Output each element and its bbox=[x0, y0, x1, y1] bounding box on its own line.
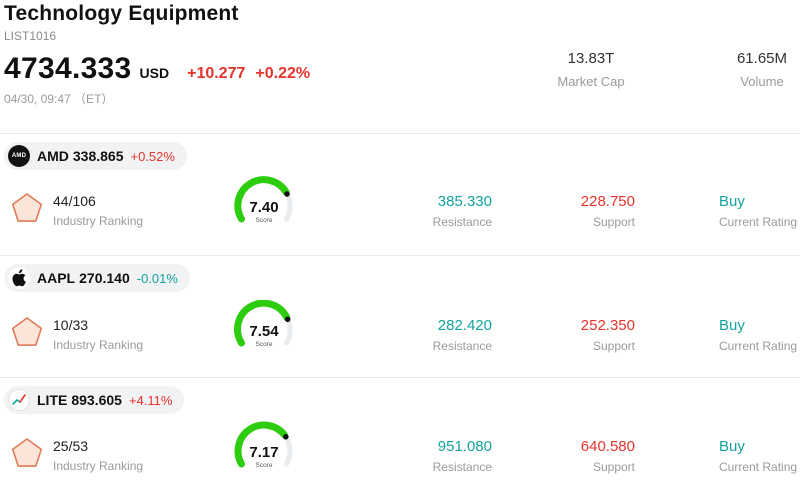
stock-change-percent: +0.52% bbox=[130, 148, 175, 164]
ranking-label: Industry Ranking bbox=[53, 214, 144, 228]
resistance-label: Resistance bbox=[432, 459, 492, 474]
rating-label: Current Rating bbox=[719, 214, 798, 229]
svg-text:Score: Score bbox=[256, 217, 273, 224]
rating-value: Buy bbox=[719, 437, 745, 455]
stock-change-percent: +4.11% bbox=[128, 392, 173, 408]
resistance-value: 282.420 bbox=[437, 316, 492, 334]
ranking-value: 10/33 bbox=[53, 317, 89, 333]
resistance-block: 951.080 Resistance bbox=[332, 438, 492, 474]
rating-value: Buy bbox=[719, 316, 745, 334]
resistance-block: 282.420 Resistance bbox=[332, 317, 492, 353]
stock-section-aapl: AAPL 270.140 -0.01% 10/33 Industry Rankin… bbox=[0, 255, 800, 377]
stock-ticker-price: AAPL 270.140 bbox=[37, 270, 130, 286]
rating-block: Buy Current Rating bbox=[719, 438, 797, 474]
svg-text:7.40: 7.40 bbox=[249, 199, 278, 216]
svg-text:7.54: 7.54 bbox=[249, 323, 279, 340]
industry-ranking-block: 25/53 Industry Ranking bbox=[4, 436, 222, 475]
ranking-value: 25/53 bbox=[53, 438, 89, 454]
ranking-label: Industry Ranking bbox=[53, 338, 144, 352]
score-gauge: 7.40 Score bbox=[222, 176, 332, 239]
svg-text:Score: Score bbox=[256, 341, 273, 348]
list-id: LIST1016 bbox=[4, 29, 57, 43]
support-label: Support bbox=[592, 459, 635, 474]
resistance-label: Resistance bbox=[432, 214, 492, 229]
stock-ticker-price: LITE 893.605 bbox=[37, 392, 122, 408]
svg-text:7.17: 7.17 bbox=[249, 444, 278, 461]
score-gauge: 7.54 Score bbox=[222, 299, 332, 363]
support-label: Support bbox=[592, 214, 635, 229]
volume-value: 61.65M bbox=[736, 50, 788, 67]
lite-logo-icon bbox=[8, 389, 30, 411]
rating-label: Current Rating bbox=[719, 459, 798, 474]
apple-logo-icon bbox=[8, 267, 30, 289]
stock-pill-amd[interactable]: AMD AMD 338.865 +0.52% bbox=[4, 142, 187, 170]
stock-metrics-row: 10/33 Industry Ranking 7.54 Score 282.420… bbox=[4, 299, 800, 363]
support-value: 228.750 bbox=[580, 192, 635, 210]
header: Technology Equipment LIST1016 4734.333 U… bbox=[0, 0, 800, 133]
pentagon-radar-icon bbox=[10, 315, 44, 354]
amd-logo-icon: AMD bbox=[8, 145, 30, 167]
support-value: 640.580 bbox=[580, 437, 635, 455]
pentagon-radar-icon bbox=[10, 436, 44, 475]
ranking-value: 44/106 bbox=[53, 193, 96, 209]
stock-metrics-row: 25/53 Industry Ranking 7.17 Score 951.080… bbox=[4, 421, 800, 484]
score-gauge: 7.17 Score bbox=[222, 421, 332, 484]
timestamp: 04/30, 09:47 （ET） bbox=[4, 92, 114, 106]
industry-ranking-block: 44/106 Industry Ranking bbox=[4, 191, 222, 230]
resistance-value: 951.080 bbox=[437, 437, 492, 455]
stock-pill-aapl[interactable]: AAPL 270.140 -0.01% bbox=[4, 264, 190, 292]
pentagon-radar-icon bbox=[10, 191, 44, 230]
rating-block: Buy Current Rating bbox=[719, 317, 797, 353]
change-value: +10.277 bbox=[187, 65, 246, 82]
rating-value: Buy bbox=[719, 192, 745, 210]
support-label: Support bbox=[592, 338, 635, 353]
support-block: 640.580 Support bbox=[492, 438, 635, 474]
stock-ticker-price: AMD 338.865 bbox=[37, 148, 124, 164]
index-change: +10.277 +0.22% bbox=[187, 65, 320, 83]
volume-stat: 61.65M Volume bbox=[716, 50, 800, 89]
stock-pill-lite[interactable]: LITE 893.605 +4.11% bbox=[4, 386, 185, 414]
support-block: 228.750 Support bbox=[492, 193, 635, 229]
support-block: 252.350 Support bbox=[492, 317, 635, 353]
rating-label: Current Rating bbox=[719, 338, 798, 353]
resistance-value: 385.330 bbox=[437, 192, 492, 210]
market-cap-label: Market Cap bbox=[557, 74, 625, 89]
resistance-label: Resistance bbox=[432, 338, 492, 353]
volume-label: Volume bbox=[740, 74, 784, 89]
price-row: 4734.333 USD +10.277 +0.22% bbox=[4, 52, 800, 86]
svg-text:Score: Score bbox=[256, 462, 273, 469]
page-title: Technology Equipment bbox=[4, 2, 239, 25]
ranking-label: Industry Ranking bbox=[53, 459, 144, 473]
currency-label: USD bbox=[139, 65, 170, 81]
stock-section-lite: LITE 893.605 +4.11% 25/53 Industry Rankin… bbox=[0, 377, 800, 499]
industry-ranking-block: 10/33 Industry Ranking bbox=[4, 315, 222, 354]
market-cap-stat: 13.83T Market Cap bbox=[536, 50, 646, 89]
change-percent: +0.22% bbox=[255, 65, 311, 82]
stock-change-percent: -0.01% bbox=[136, 270, 178, 286]
support-value: 252.350 bbox=[580, 316, 635, 334]
rating-block: Buy Current Rating bbox=[719, 193, 797, 229]
stock-section-amd: AMD AMD 338.865 +0.52% 44/106 Industry Ra… bbox=[0, 133, 800, 255]
index-price: 4734.333 bbox=[4, 52, 132, 85]
market-cap-value: 13.83T bbox=[567, 50, 615, 67]
stock-metrics-row: 44/106 Industry Ranking 7.40 Score 385.33… bbox=[4, 176, 800, 239]
resistance-block: 385.330 Resistance bbox=[332, 193, 492, 229]
